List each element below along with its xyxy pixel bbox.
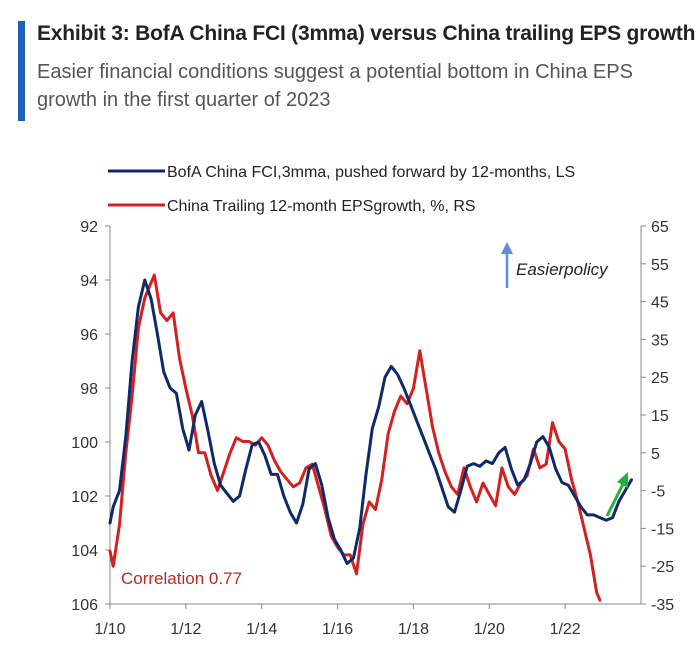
legend-label-fci: BofA China FCI,3mma, pushed forward by 1… [167,164,575,181]
x-tick-label: 1/12 [170,621,201,638]
left-axis-ticks: 92 94 96 98 100 102 104 106 [71,219,110,614]
green-arrow-icon [605,483,625,517]
x-tick-label: 1/18 [398,621,429,638]
left-tick-label: 100 [71,435,98,452]
x-tick-label: 1/14 [246,621,277,638]
right-tick-label: 15 [651,408,669,425]
chart-title: Exhibit 3: BofA China FCI (3mma) versus … [37,22,696,45]
left-tick-label: 106 [71,597,98,614]
right-tick-label: 5 [651,446,660,463]
right-tick-label: 45 [651,295,669,312]
right-tick-label: -15 [651,521,674,538]
right-axis-ticks: 65 55 45 35 25 15 5 -5 -15 -25 -35 [641,219,674,614]
right-tick-label: 35 [651,332,669,349]
right-tick-label: -5 [651,484,665,501]
chart-subtitle: Easier financial conditions suggest a po… [37,61,633,111]
left-tick-label: 94 [80,273,98,290]
correlation-label: Correlation 0.77 [121,569,242,588]
up-arrow-head-icon [501,242,513,254]
right-tick-label: -25 [651,559,674,576]
left-tick-label: 98 [80,381,98,398]
easier-policy-label: Easierpolicy [516,260,609,279]
right-tick-label: 55 [651,257,669,274]
x-tick-label: 1/10 [94,621,125,638]
legend-label-eps: China Trailing 12-month EPSgrowth, %, RS [167,198,476,215]
easier-policy-annotation: Easierpolicy [501,242,609,288]
right-tick-label: 25 [651,370,669,387]
legend: BofA China FCI,3mma, pushed forward by 1… [108,164,575,215]
x-tick-label: 1/22 [550,621,581,638]
fci-series-line [108,278,633,565]
left-tick-label: 96 [80,327,98,344]
right-tick-label: 65 [651,219,669,236]
green-arrow-annotation [605,472,628,517]
x-axis-ticks: 1/10 1/12 1/14 1/16 1/18 1/20 1/22 [94,604,581,638]
right-tick-label: -35 [651,597,674,614]
left-tick-label: 102 [71,489,98,506]
left-tick-label: 104 [71,543,98,560]
series-layer [108,273,633,602]
x-tick-label: 1/20 [474,621,505,638]
x-tick-label: 1/16 [322,621,353,638]
green-arrow-head-icon [617,472,628,488]
title-accent-bar [18,21,25,121]
left-tick-label: 92 [80,219,98,236]
